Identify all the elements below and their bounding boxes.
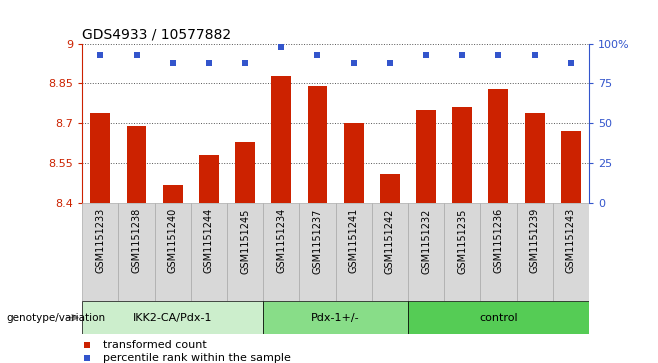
Text: Pdx-1+/-: Pdx-1+/- — [311, 313, 360, 323]
Bar — [90, 113, 111, 203]
Point — [457, 52, 467, 58]
Bar — [118, 203, 155, 301]
Text: GSM1151235: GSM1151235 — [457, 208, 467, 274]
Text: GSM1151241: GSM1151241 — [349, 208, 359, 273]
Bar — [82, 203, 118, 301]
Text: GSM1151240: GSM1151240 — [168, 208, 178, 273]
Text: transformed count: transformed count — [103, 340, 206, 350]
Text: GSM1151245: GSM1151245 — [240, 208, 250, 274]
Text: GSM1151242: GSM1151242 — [385, 208, 395, 274]
Bar — [343, 123, 364, 203]
Point — [565, 60, 576, 66]
Bar — [444, 203, 480, 301]
Text: GSM1151234: GSM1151234 — [276, 208, 286, 273]
Bar — [524, 113, 545, 203]
Bar — [480, 203, 517, 301]
Point — [494, 52, 504, 58]
Point — [376, 301, 387, 307]
Bar — [263, 203, 299, 301]
Point — [204, 60, 215, 66]
Text: GSM1151237: GSM1151237 — [313, 208, 322, 274]
Bar — [488, 89, 509, 203]
Bar — [271, 76, 291, 203]
Bar — [199, 155, 219, 203]
Bar — [163, 185, 183, 203]
Bar — [191, 203, 227, 301]
Bar — [227, 203, 263, 301]
Point — [349, 60, 359, 66]
Bar — [561, 131, 581, 203]
Text: genotype/variation: genotype/variation — [7, 313, 106, 323]
Bar — [82, 301, 263, 334]
Point — [313, 52, 323, 58]
Point — [276, 44, 286, 50]
Text: GSM1151243: GSM1151243 — [566, 208, 576, 273]
Point — [167, 60, 178, 66]
Point — [529, 52, 540, 58]
Bar — [299, 203, 336, 301]
Bar — [372, 203, 408, 301]
Bar — [517, 203, 553, 301]
Text: GSM1151244: GSM1151244 — [204, 208, 214, 273]
Bar — [416, 110, 436, 203]
Point — [384, 60, 395, 66]
Point — [240, 60, 250, 66]
Bar — [408, 203, 444, 301]
Bar — [452, 107, 472, 203]
Text: GSM1151239: GSM1151239 — [530, 208, 540, 273]
Bar — [263, 301, 408, 334]
Text: GSM1151233: GSM1151233 — [95, 208, 105, 273]
Text: GSM1151238: GSM1151238 — [132, 208, 141, 273]
Text: IKK2-CA/Pdx-1: IKK2-CA/Pdx-1 — [133, 313, 213, 323]
Text: GSM1151236: GSM1151236 — [494, 208, 503, 273]
Text: GDS4933 / 10577882: GDS4933 / 10577882 — [82, 27, 232, 41]
Bar — [155, 203, 191, 301]
Point — [421, 52, 432, 58]
Text: control: control — [479, 313, 518, 323]
Bar — [307, 86, 328, 203]
Point — [131, 52, 142, 58]
Bar — [126, 126, 147, 203]
Text: percentile rank within the sample: percentile rank within the sample — [103, 353, 290, 363]
Text: GSM1151232: GSM1151232 — [421, 208, 431, 274]
Bar — [380, 174, 400, 203]
Bar — [336, 203, 372, 301]
Bar — [235, 142, 255, 203]
Point — [376, 186, 387, 192]
Point — [95, 52, 105, 58]
Bar — [408, 301, 589, 334]
Bar — [553, 203, 589, 301]
